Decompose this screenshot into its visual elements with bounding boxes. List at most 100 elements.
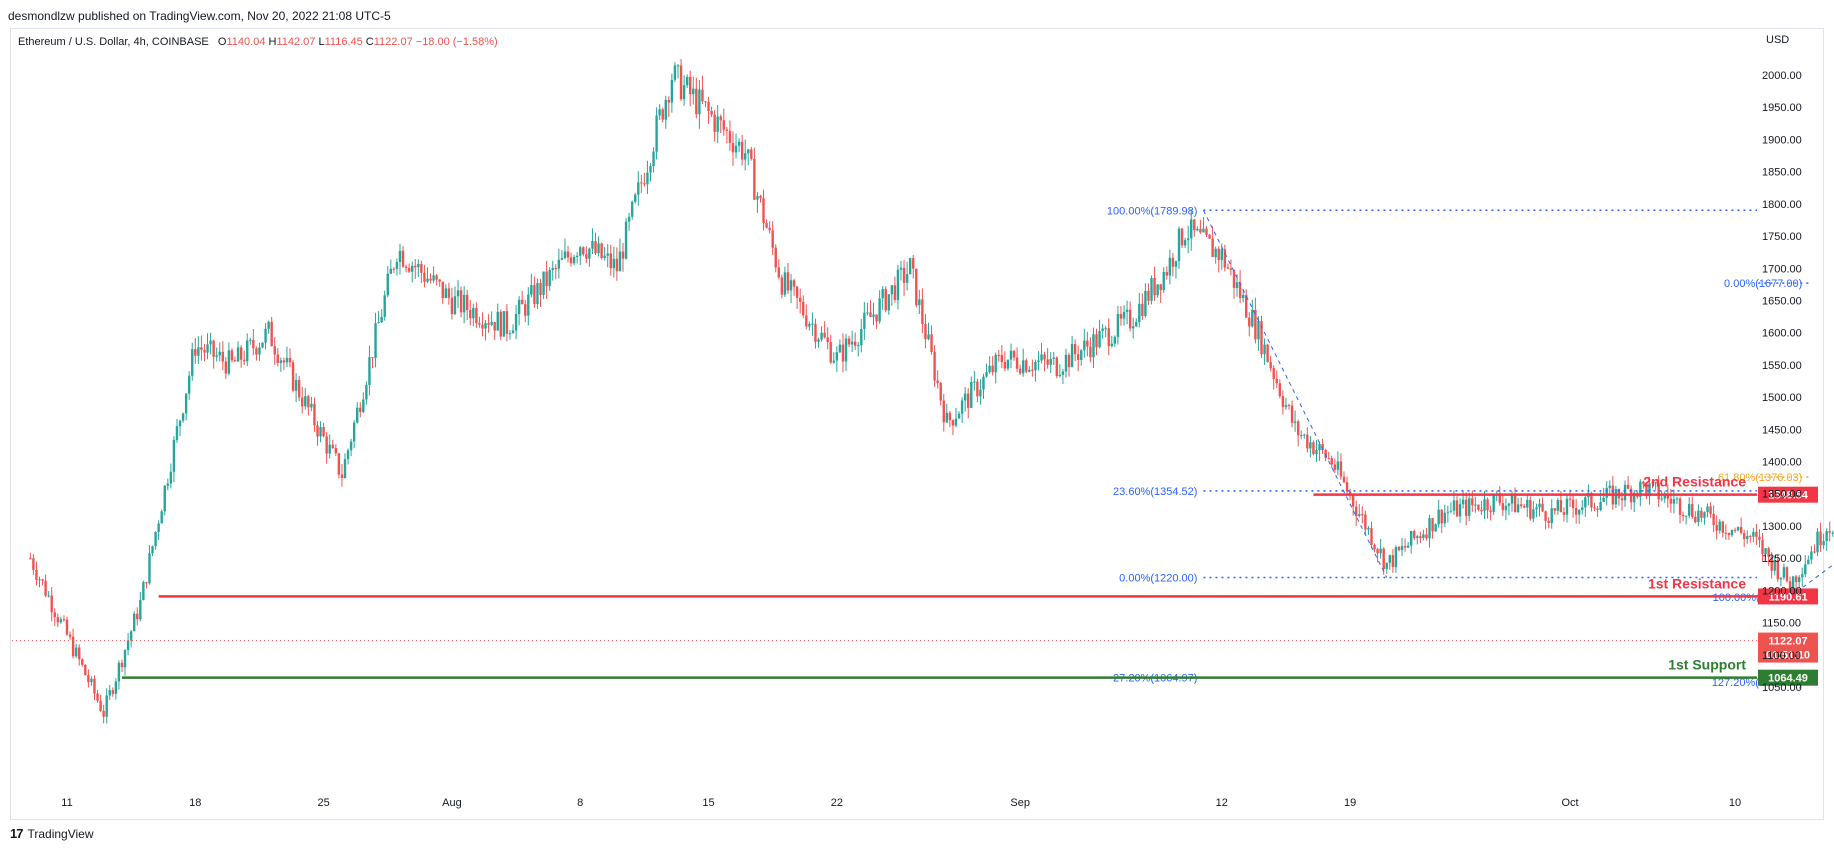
tradingview-brand[interactable]: 17 TradingView	[10, 826, 94, 841]
candle-body	[575, 255, 579, 258]
candle-body	[469, 310, 472, 319]
candle-body	[1559, 500, 1563, 513]
x-tick-label: 18	[189, 797, 201, 809]
candle-body	[1767, 548, 1770, 557]
candle-body	[1321, 443, 1324, 451]
candle-body	[780, 277, 784, 295]
candle-body	[1028, 369, 1031, 372]
candle-body	[1101, 328, 1104, 332]
candle-body	[670, 79, 674, 103]
candle-body	[756, 196, 759, 200]
candle-body	[380, 316, 383, 323]
candle-body	[1516, 504, 1520, 513]
candle-body	[612, 258, 616, 269]
candle-body	[786, 272, 790, 291]
candle-body	[423, 272, 426, 282]
candle-body	[1730, 529, 1734, 536]
candle-body	[1523, 505, 1526, 508]
candle-body	[1260, 321, 1263, 355]
candle-body	[814, 323, 817, 342]
x-tick-label: 10	[1729, 797, 1741, 809]
y-tick-label: 1150.00	[1762, 618, 1801, 630]
candle-body	[401, 250, 405, 267]
candle-body	[1409, 530, 1413, 546]
candle-body	[621, 251, 625, 259]
level-name: 2nd Resistance	[1643, 474, 1746, 490]
candle-body	[1083, 340, 1086, 351]
candle-body	[1263, 344, 1266, 355]
candle-body	[1018, 368, 1022, 374]
candle-body	[1339, 461, 1343, 477]
candle-body	[81, 659, 84, 665]
candle-body	[1342, 476, 1346, 483]
candle-body	[1672, 499, 1676, 504]
candle-body	[1770, 556, 1773, 571]
x-tick-label: 11	[61, 797, 72, 809]
candle-body	[1804, 564, 1807, 575]
candle-body	[1776, 560, 1779, 580]
candle-body	[349, 441, 353, 451]
fib-level-label: 61.80%(1376.03)	[1718, 472, 1802, 484]
candle-body	[1238, 282, 1242, 299]
candle-body	[255, 348, 258, 355]
candle-body	[1568, 498, 1572, 500]
candle-body	[1089, 346, 1092, 358]
candle-body	[728, 130, 732, 143]
candle-body	[1391, 555, 1395, 567]
candle-body	[1599, 501, 1602, 511]
candle-body	[1205, 228, 1208, 235]
candle-body	[1336, 461, 1340, 470]
candle-body	[1135, 322, 1138, 327]
candle-body	[762, 198, 765, 224]
candle-body	[371, 357, 374, 359]
candle-body	[863, 312, 866, 329]
candle-body	[1345, 482, 1349, 492]
legend-symbol: Ethereum / U.S. Dollar, 4h, COINBASE	[18, 36, 209, 48]
candle-body	[71, 636, 75, 657]
candle-body	[808, 323, 811, 327]
candle-body	[1330, 458, 1333, 465]
candle-body	[930, 334, 933, 353]
candle-body	[450, 297, 454, 315]
candle-body	[860, 328, 863, 346]
x-tick-label: Aug	[442, 797, 462, 809]
candle-body	[44, 580, 47, 596]
candle-body	[1489, 510, 1492, 512]
candle-body	[1822, 540, 1825, 546]
candle-body	[1211, 238, 1214, 258]
legend-open-label: O	[217, 36, 227, 48]
candle-body	[1232, 269, 1236, 288]
candle-body	[560, 258, 564, 260]
candle-body	[1425, 534, 1428, 539]
candle-body	[835, 352, 839, 361]
candle-body	[918, 299, 921, 306]
candle-body	[1190, 219, 1193, 239]
candle-body	[1223, 249, 1227, 268]
candle-body	[377, 322, 380, 324]
candle-body	[499, 311, 502, 337]
candle-body	[967, 393, 970, 408]
candle-body	[1507, 503, 1511, 506]
candle-body	[1654, 482, 1657, 484]
candle-body	[536, 282, 539, 304]
candle-body	[151, 546, 154, 554]
candle-body	[90, 678, 93, 683]
candle-body	[1073, 344, 1077, 355]
y-tick-label: 1800.00	[1762, 199, 1802, 211]
candle-body	[1208, 234, 1211, 239]
candle-body	[1700, 510, 1703, 518]
candle-body	[795, 286, 799, 298]
candle-body	[1006, 359, 1010, 369]
level-price-tag-label: 1348.54	[1768, 490, 1809, 502]
candle-body	[114, 681, 118, 694]
candle-body	[1229, 268, 1233, 270]
candle-body	[579, 247, 582, 256]
candle-body	[1193, 219, 1196, 231]
candle-body	[1535, 507, 1538, 510]
level-price-tag	[1758, 588, 1818, 605]
candle-body	[652, 151, 655, 167]
candle-body	[1355, 506, 1358, 516]
candle-body	[1651, 482, 1654, 484]
candle-body	[661, 109, 664, 120]
